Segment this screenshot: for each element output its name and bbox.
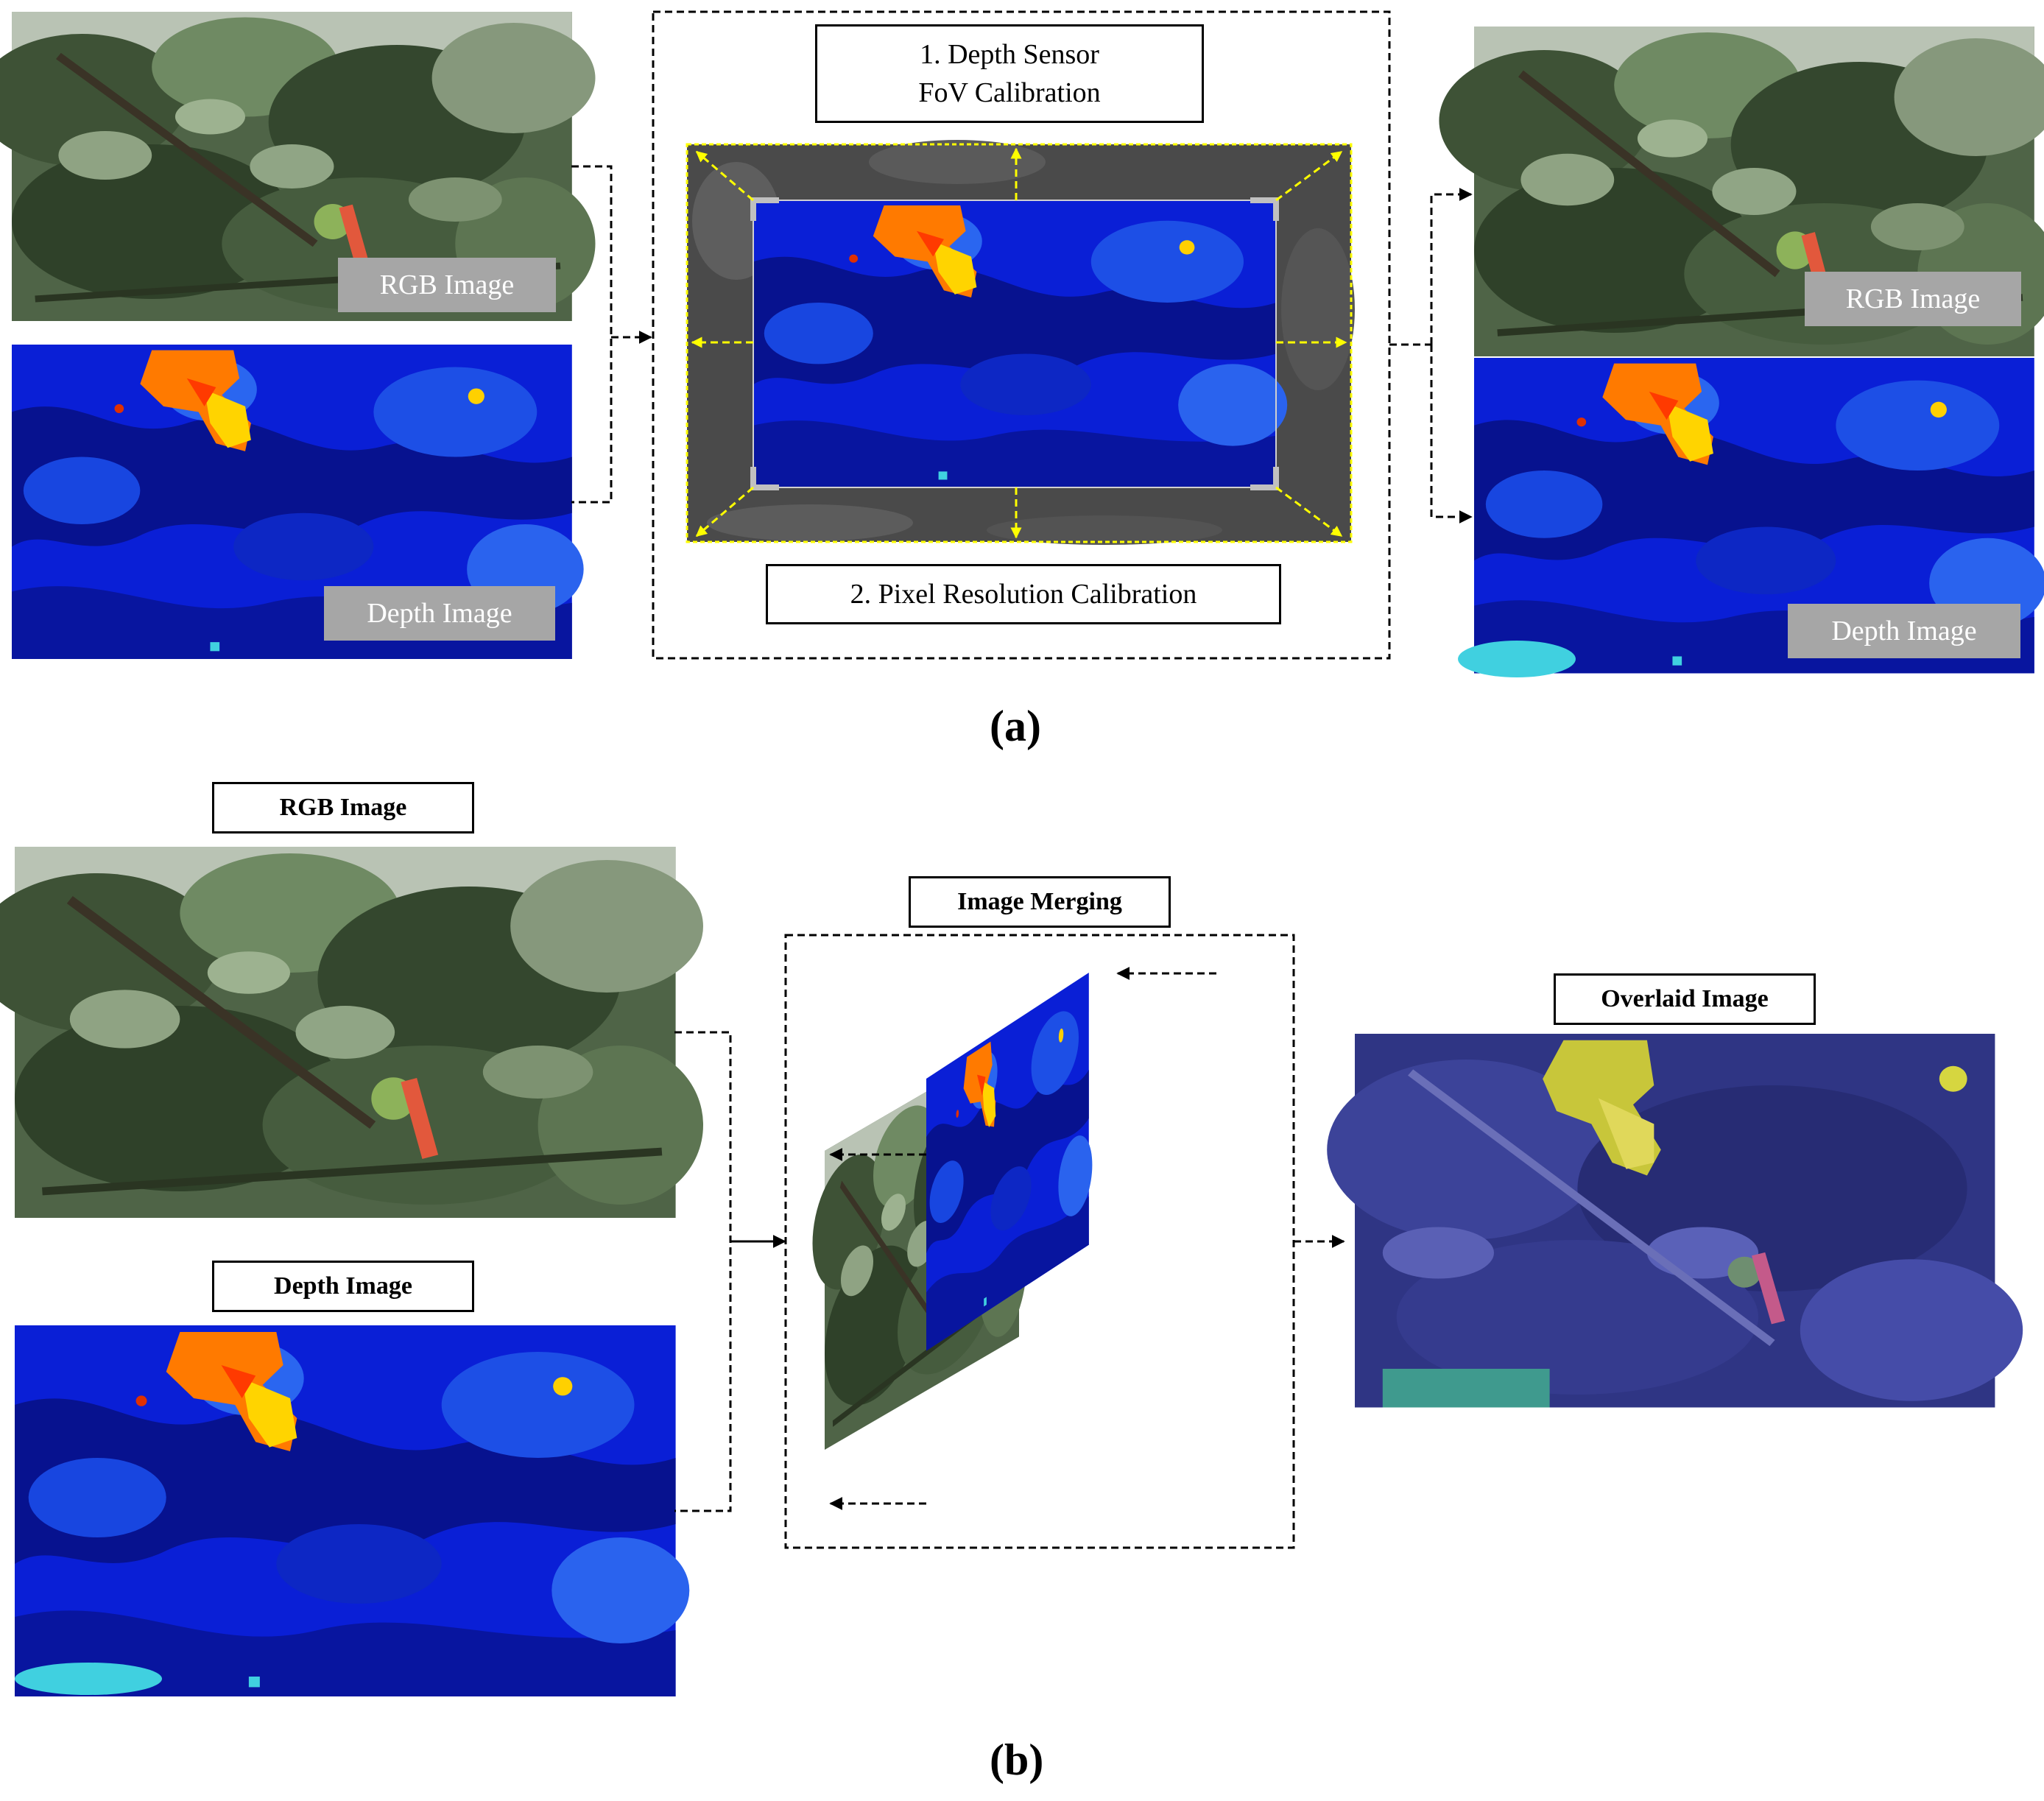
a-input-depth-image [12,345,584,659]
a-output-rgb-image [1439,27,2044,356]
a-input-rgb-image [0,12,595,321]
a-calibration-image [686,140,1355,545]
b-merging-arrows [829,967,1216,1510]
a-calibration-frame [652,10,1391,660]
b-merging-layers [813,970,1093,1457]
a-input-connector [571,165,652,504]
b-input-connector [674,1031,732,1512]
a-output-connector [1389,188,1473,524]
b-overlaid-image [1327,1034,2023,1408]
b-rgb-image [0,847,703,1218]
b-depth-image [15,1325,690,1696]
a-output-depth-image [1458,358,2044,677]
